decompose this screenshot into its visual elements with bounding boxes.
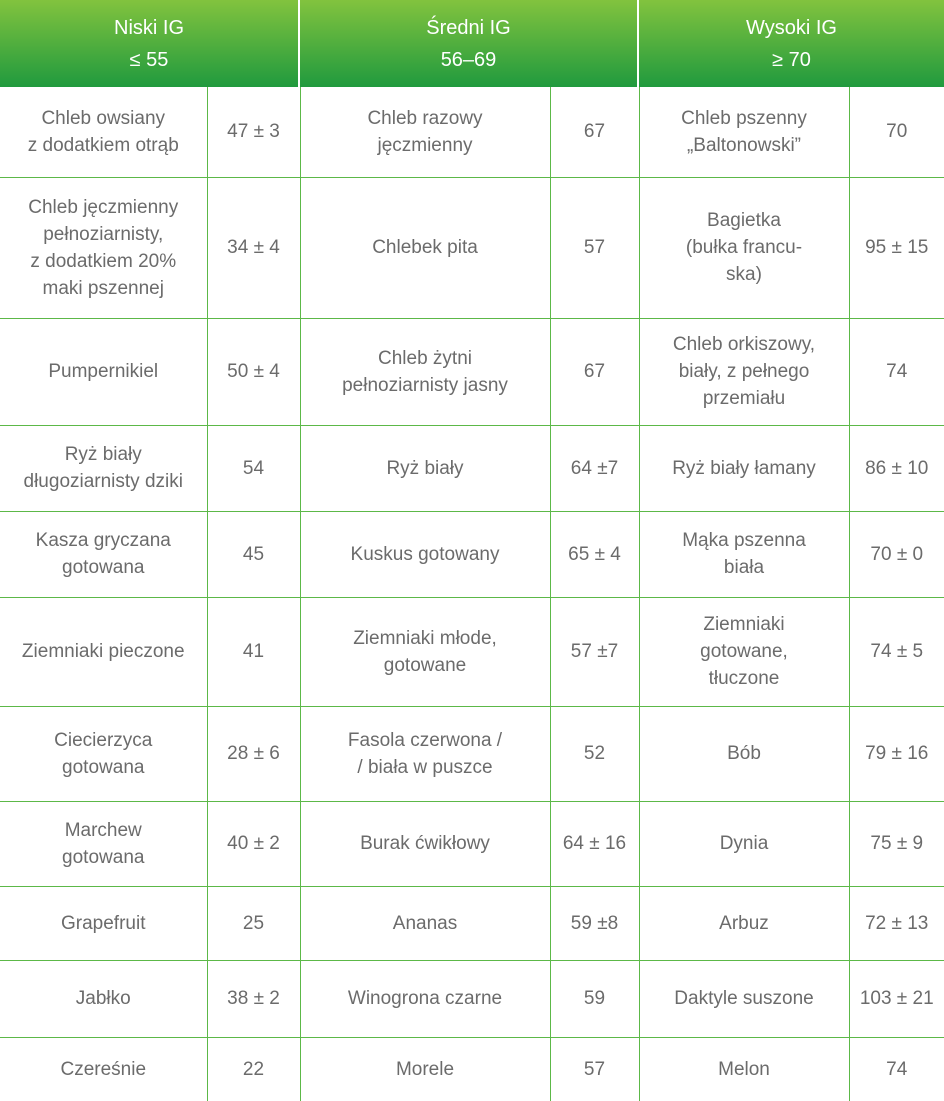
gi-value-cell: 64 ±7 [549,424,640,512]
table-row: Chleb jęczmienny pełnoziarnisty, z dodat… [0,176,944,319]
gi-value-cell: 59 ±8 [549,885,640,961]
food-name-cell: Kasza gryczana gotowana [0,510,208,598]
food-name-cell: Daktyle suszone [638,959,850,1038]
header-low-gi-title: Niski IG [114,16,184,39]
table-body: Chleb owsiany z dodatkiem otrąb 47 ± 3 Chl… [0,87,944,1101]
gi-value-cell: 34 ± 4 [206,176,301,319]
gi-value-cell: 70 ± 0 [848,510,944,598]
header-medium-gi-title: Średni IG [426,16,511,39]
table-row: Grapefruit 25 Ananas 59 ±8 Arbuz 72 ± 13 [0,885,944,961]
gi-value-cell: 47 ± 3 [206,87,301,178]
food-name-cell: Bób [638,705,850,802]
gi-value-cell: 75 ± 9 [848,800,944,887]
gi-value-cell: 95 ± 15 [848,176,944,319]
food-name-cell: Ciecierzyca gotowana [0,705,208,802]
gi-value-cell: 67 [549,317,640,426]
gi-value-cell: 28 ± 6 [206,705,301,802]
food-name-cell: Jabłko [0,959,208,1038]
table-row: Jabłko 38 ± 2 Winogrona czarne 59 Daktyle su… [0,959,944,1038]
gi-value-cell: 74 [848,317,944,426]
header-high-gi: Wysoki IG ≥ 70 [639,0,944,87]
gi-value-cell: 72 ± 13 [848,885,944,961]
food-name-cell: Bagietka (bułka francu- ska) [638,176,850,319]
table-row: Marchew gotowana 40 ± 2 Burak ćwikłowy 64 ±… [0,800,944,887]
gi-value-cell: 86 ± 10 [848,424,944,512]
food-name-cell: Marchew gotowana [0,800,208,887]
gi-value-cell: 65 ± 4 [549,510,640,598]
gi-value-cell: 54 [206,424,301,512]
food-name-cell: Chleb pszenny „Baltonowski” [638,87,850,178]
food-name-cell: Arbuz [638,885,850,961]
gi-value-cell: 45 [206,510,301,598]
gi-value-cell: 50 ± 4 [206,317,301,426]
food-name-cell: Chleb razowy jęczmienny [299,87,551,178]
gi-food-table: Chleb owsiany z dodatkiem otrąb 47 ± 3 Chl… [0,87,944,1101]
food-name-cell: Pumpernikiel [0,317,208,426]
gi-value-cell: 25 [206,885,301,961]
food-name-cell: Mąka pszenna biała [638,510,850,598]
header-high-gi-range: ≥ 70 [772,48,811,71]
table-row: Chleb owsiany z dodatkiem otrąb 47 ± 3 Chl… [0,87,944,178]
food-name-cell: Ananas [299,885,551,961]
food-name-cell: Chleb jęczmienny pełnoziarnisty, z dodat… [0,176,208,319]
gi-value-cell: 103 ± 21 [848,959,944,1038]
food-name-cell: Chlebek pita [299,176,551,319]
gi-value-cell: 79 ± 16 [848,705,944,802]
header-medium-gi-range: 56–69 [440,48,497,71]
food-name-cell: Winogrona czarne [299,959,551,1038]
food-name-cell: Chleb orkiszowy, biały, z pełnego przemi… [638,317,850,426]
food-name-cell: Burak ćwikłowy [299,800,551,887]
food-name-cell: Ryż biały długoziarnisty dziki [0,424,208,512]
table-header: Niski IG ≤ 55 Średni IG 56–69 Wysoki IG … [0,0,944,87]
gi-value-cell: 74 [848,1036,944,1101]
table-row: Pumpernikiel 50 ± 4 Chleb żytni pełnoziarn… [0,317,944,426]
table-row: Ziemniaki pieczone 41 Ziemniaki młode, got… [0,596,944,707]
food-name-cell: Czereśnie [0,1036,208,1101]
food-name-cell: Ziemniaki młode, gotowane [299,596,551,707]
header-low-gi: Niski IG ≤ 55 [0,0,300,87]
food-name-cell: Melon [638,1036,850,1101]
gi-value-cell: 70 [848,87,944,178]
header-low-gi-range: ≤ 55 [129,48,169,71]
table-row: Ryż biały długoziarnisty dziki 54 Ryż biał… [0,424,944,512]
gi-value-cell: 57 ±7 [549,596,640,707]
food-name-cell: Ryż biały łamany [638,424,850,512]
food-name-cell: Kuskus gotowany [299,510,551,598]
food-name-cell: Morele [299,1036,551,1101]
food-name-cell: Grapefruit [0,885,208,961]
gi-value-cell: 57 [549,1036,640,1101]
table-row: Kasza gryczana gotowana 45 Kuskus gotowany… [0,510,944,598]
food-name-cell: Ryż biały [299,424,551,512]
gi-value-cell: 38 ± 2 [206,959,301,1038]
header-high-gi-title: Wysoki IG [746,16,837,39]
gi-value-cell: 41 [206,596,301,707]
food-name-cell: Chleb owsiany z dodatkiem otrąb [0,87,208,178]
food-name-cell: Ziemniaki gotowane, tłuczone [638,596,850,707]
food-name-cell: Chleb żytni pełnoziarnisty jasny [299,317,551,426]
food-name-cell: Ziemniaki pieczone [0,596,208,707]
table-row: Czereśnie 22 Morele 57 Melon 74 [0,1036,944,1101]
gi-value-cell: 22 [206,1036,301,1101]
gi-value-cell: 67 [549,87,640,178]
gi-value-cell: 74 ± 5 [848,596,944,707]
gi-value-cell: 64 ± 16 [549,800,640,887]
food-name-cell: Fasola czerwona / / biała w puszce [299,705,551,802]
gi-value-cell: 52 [549,705,640,802]
table-row: Ciecierzyca gotowana 28 ± 6 Fasola czerwon… [0,705,944,802]
gi-value-cell: 40 ± 2 [206,800,301,887]
header-medium-gi: Średni IG 56–69 [300,0,639,87]
gi-value-cell: 59 [549,959,640,1038]
gi-value-cell: 57 [549,176,640,319]
food-name-cell: Dynia [638,800,850,887]
